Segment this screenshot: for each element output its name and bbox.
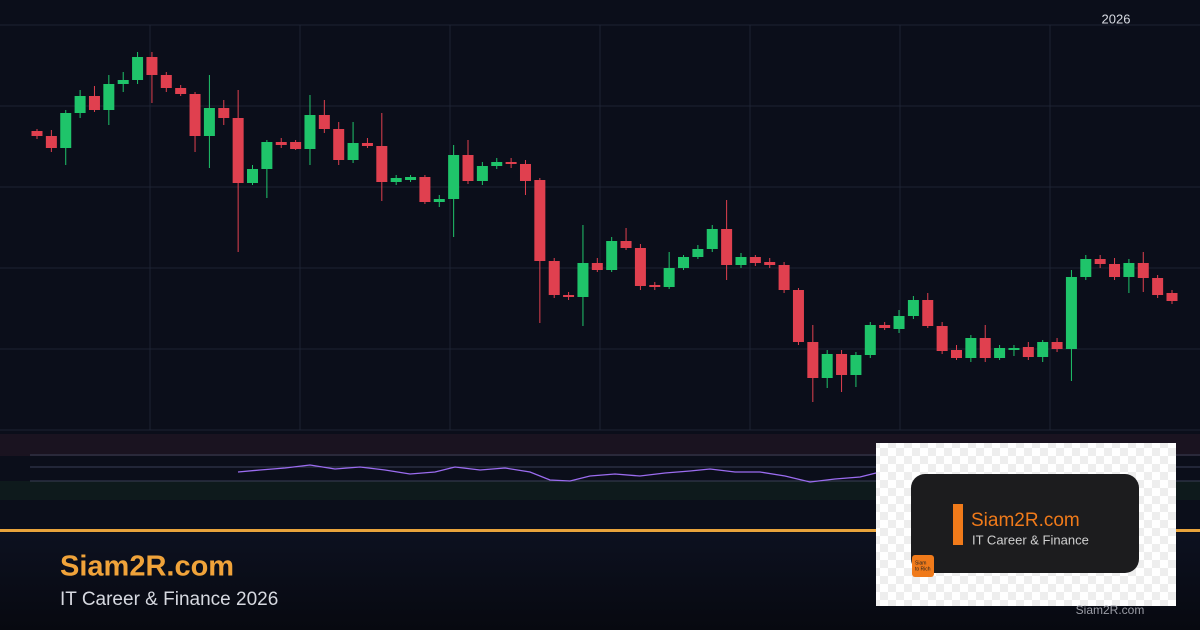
candle-body <box>218 108 230 118</box>
candle-body <box>247 169 259 183</box>
candle-body <box>1109 264 1121 277</box>
candle-body <box>146 57 158 75</box>
candle-body <box>347 143 359 160</box>
candle-body <box>476 166 488 181</box>
candle-body <box>74 96 86 113</box>
candle-body <box>419 177 431 202</box>
candle-body <box>60 113 72 148</box>
candle-body <box>1152 278 1164 295</box>
candle-body <box>462 155 474 181</box>
logo-card: Siam2R.com IT Career & Finance Siam to R… <box>876 443 1176 606</box>
candle-body <box>950 350 962 358</box>
candle-body <box>1065 277 1077 349</box>
candle-body <box>318 115 330 129</box>
badge-text: Siam <box>915 560 926 566</box>
candle-body <box>721 229 733 265</box>
candle-body <box>749 257 761 263</box>
candle-body <box>275 142 287 145</box>
candle-body <box>778 265 790 290</box>
candle-body <box>1022 347 1034 357</box>
candle-body <box>836 354 848 375</box>
candle-body <box>591 263 603 270</box>
candle-body <box>31 131 43 136</box>
watermark: Siam2R.com <box>1076 603 1145 617</box>
candle-body <box>678 257 690 268</box>
candle-body <box>764 262 776 265</box>
candle-body <box>304 115 316 149</box>
candle-body <box>850 355 862 375</box>
candle-body <box>203 108 215 136</box>
candle-body <box>103 84 115 110</box>
candle-body <box>1037 342 1049 357</box>
candle-body <box>577 263 589 297</box>
brand-subtitle: IT Career & Finance 2026 <box>60 589 278 610</box>
candle-body <box>88 96 100 110</box>
candle-body <box>649 285 661 287</box>
candle-body <box>907 300 919 316</box>
candle-body <box>663 268 675 287</box>
candles <box>31 52 1178 402</box>
candle-body <box>160 75 172 88</box>
candle-body <box>1080 259 1092 277</box>
candle-body <box>1123 263 1135 277</box>
candle-body <box>864 325 876 355</box>
candle-body <box>1051 342 1063 349</box>
candle-body <box>893 316 905 329</box>
brand-title: Siam2R.com <box>60 551 234 583</box>
candle-body <box>376 146 388 182</box>
candle-body <box>232 118 244 183</box>
candle-body <box>534 180 546 261</box>
candle-body <box>979 338 991 358</box>
candle-body <box>735 257 747 265</box>
badge-text: to Rich <box>915 566 931 572</box>
candle-body <box>405 177 417 180</box>
candle-body <box>965 338 977 358</box>
candle-body <box>692 249 704 257</box>
candle-body <box>491 162 503 166</box>
candle-body <box>706 229 718 249</box>
footer-rule <box>0 529 1200 532</box>
candle-body <box>117 80 129 84</box>
candle-body <box>1137 263 1149 278</box>
candle-body <box>1008 348 1020 350</box>
candle-body <box>45 136 57 148</box>
candle-body <box>922 300 934 326</box>
candle-body <box>433 199 445 202</box>
candle-body <box>390 178 402 182</box>
candle-body <box>620 241 632 248</box>
candle-body <box>606 241 618 270</box>
candle-body <box>333 129 345 160</box>
logo-subtitle: IT Career & Finance <box>972 532 1089 547</box>
candle-body <box>563 295 575 297</box>
time-label: 2026 <box>1102 11 1131 26</box>
candle-body <box>448 155 460 199</box>
candle-body <box>936 326 948 351</box>
candle-body <box>879 325 891 328</box>
candle-body <box>548 261 560 295</box>
candle-body <box>1094 259 1106 264</box>
candle-body <box>505 162 517 164</box>
candle-body <box>792 290 804 342</box>
candle-body <box>634 248 646 286</box>
logo-title: Siam2R.com <box>971 510 1080 531</box>
candle-body <box>261 142 273 169</box>
candle-body <box>290 142 302 149</box>
candle-body <box>807 342 819 378</box>
candle-body <box>132 57 144 80</box>
candle-body <box>189 94 201 136</box>
candle-body <box>361 143 373 146</box>
candle-body <box>1166 293 1178 301</box>
candle-body <box>821 354 833 378</box>
candle-body <box>175 88 187 94</box>
candle-body <box>519 164 531 181</box>
candle-body <box>994 348 1006 358</box>
